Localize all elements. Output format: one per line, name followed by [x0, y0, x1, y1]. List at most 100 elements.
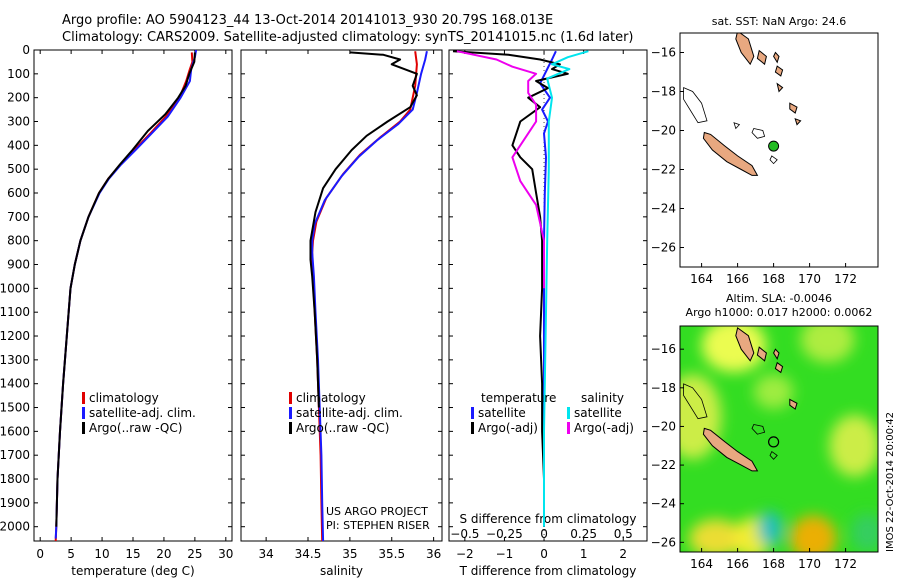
sst_map-island — [756, 49, 767, 66]
sla_map-reef-outline — [751, 424, 766, 435]
temperature-xlabel: temperature (deg C) — [71, 564, 194, 578]
depth-tick-label: 500 — [7, 162, 30, 176]
depth-tick-label: 700 — [7, 210, 30, 224]
sla_map-ytick-label: −24 — [651, 497, 676, 511]
sla_map-ytick-label: −22 — [651, 458, 676, 472]
sla_map-anomaly-blob — [829, 414, 878, 477]
sst_map-xtick-label: 170 — [798, 272, 821, 286]
depth-tick-label: 900 — [7, 258, 30, 272]
sla_map-island — [702, 427, 759, 472]
sst_map-island — [735, 33, 755, 66]
credit-line-2: PI: STEPHEN RISER — [326, 519, 430, 532]
depth-tick-label: 200 — [7, 91, 30, 105]
sla_map-reef-outline — [769, 450, 778, 460]
sla_map-anomaly-blob — [800, 326, 855, 363]
depth-tick-label: 0 — [22, 43, 30, 57]
salinity-profile-chart: 34 34.5 35 35.5 36 salinity climatologysatelli… — [240, 49, 443, 578]
temperature-legend-swatch — [82, 407, 85, 419]
temperature-xtick-label: 20 — [156, 547, 171, 561]
float-marker — [768, 140, 780, 152]
depth-tick-label: 1000 — [0, 281, 30, 295]
sla_map-island — [774, 361, 784, 374]
legend-temperature-label: satellite — [478, 406, 526, 420]
sst_map-ytick-label: −20 — [651, 124, 676, 138]
depth-tick-label: 1900 — [0, 496, 30, 510]
salinity-xtick-label: 34.5 — [295, 547, 322, 561]
sst_map-island — [776, 82, 784, 93]
depth-tick-label: 1600 — [0, 424, 30, 438]
legend-temperature-swatch — [471, 407, 474, 419]
legend-salinity-label: Argo(-adj) — [574, 421, 634, 435]
salinity-frame — [240, 49, 443, 542]
depth-tick-label: 1400 — [0, 377, 30, 391]
sst_map-island — [794, 117, 802, 126]
differences-xlabel: T difference from climatology — [459, 564, 637, 578]
depth-tick-label: 1700 — [0, 448, 30, 462]
salinity-legend-label: satellite-adj. clim. — [296, 406, 403, 420]
sla_map-xtick-label: 164 — [690, 557, 713, 571]
sdiff-tick-label: −0.5 — [450, 527, 479, 541]
sst_map-xtick-label: 164 — [690, 272, 713, 286]
sla_map-island — [789, 398, 798, 410]
temperature-xtick-label: 15 — [125, 547, 140, 561]
sla_map-anomaly-blob — [757, 511, 783, 547]
legend-salinity-swatch — [567, 407, 570, 419]
sla_map-xtick-label: 170 — [798, 557, 821, 571]
sla-map: 164 166 168 170 172 −16 −18 −20 −22 −24 −26 Altim. … — [651, 292, 879, 571]
legend-temperature-label: Argo(-adj) — [478, 421, 538, 435]
temperature-legend-label: climatology — [89, 391, 159, 405]
differences-xtick-label: −2 — [456, 547, 474, 561]
depth-tick-label: 300 — [7, 115, 30, 129]
sst_map-reef-outline — [683, 86, 708, 124]
sla_map-subtitle: Argo h1000: 0.017 h2000: 0.0062 — [686, 306, 873, 319]
differences-xtick-label: 0 — [540, 547, 548, 561]
sla_map-anomaly-blob — [789, 515, 837, 552]
sla_map-xtick-label: 172 — [834, 557, 857, 571]
depth-tick-label: 800 — [7, 234, 30, 248]
credit-line-1: US ARGO PROJECT — [326, 505, 428, 518]
sla_map-island — [735, 327, 755, 362]
salinity-series-argo-raw-qc- — [309, 51, 418, 408]
depth-tick-label: 2000 — [0, 520, 30, 534]
sdiff-tick-label: 0.5 — [614, 527, 633, 541]
temperature-xtick-label: 25 — [187, 547, 202, 561]
sla_map-frame — [679, 325, 879, 553]
difference-profile-chart: −2 −1 0 1 2 T difference from climatology −0.5… — [448, 49, 648, 578]
salinity-xtick-label: 35 — [342, 547, 357, 561]
temperature-legend-swatch — [82, 392, 85, 404]
sla_map-anomaly-blob — [753, 374, 794, 410]
differences-series-salinity-satellite — [543, 50, 589, 527]
depth-tick-label: 100 — [7, 67, 30, 81]
sla_map-content — [680, 326, 878, 552]
legend-salinity-label: satellite — [574, 406, 622, 420]
depth-tick-label: 600 — [7, 186, 30, 200]
sst_map-frame — [679, 32, 879, 268]
sst_map-xtick-label: 172 — [834, 272, 857, 286]
temperature-xtick-label: 30 — [218, 547, 233, 561]
salinity-xtick-label: 35.5 — [378, 547, 405, 561]
sla_map-reef-outline — [683, 383, 708, 420]
sla_map-ytick-label: −20 — [651, 419, 676, 433]
header-line-1: Argo profile: AO 5904123_44 13-Oct-2014 … — [62, 13, 553, 28]
legend-temperature-swatch — [471, 422, 474, 434]
sla_map-anomaly-blob — [689, 519, 743, 552]
sdiff-tick-label: 0.25 — [570, 527, 597, 541]
salinity-legend-swatch — [289, 407, 292, 419]
legend-temperature-header: temperature — [481, 391, 556, 405]
sla_map-anomaly-blob — [851, 513, 878, 552]
depth-tick-label: 1800 — [0, 472, 30, 486]
sst_map-xtick-label: 168 — [762, 272, 785, 286]
sla_map-xtick-label: 168 — [762, 557, 785, 571]
salinity-xlabel: salinity — [320, 564, 363, 578]
timestamp-stamp: IMOS 22-Oct-2014 20:00:42 — [885, 412, 896, 552]
salinity-legend-swatch — [289, 392, 292, 404]
sst_map-island — [773, 51, 780, 64]
sdiff-axis-label: S difference from climatology — [460, 512, 637, 526]
sla_map-ytick-label: −26 — [651, 535, 676, 549]
temperature-profile-chart: 0100200300400500600700800900100011001200… — [0, 43, 233, 578]
legend-salinity-header: salinity — [581, 391, 624, 405]
temperature-legend-label: satellite-adj. clim. — [89, 406, 196, 420]
sla_map-ytick-label: −16 — [651, 342, 676, 356]
sla_map-title: Altim. SLA: -0.0046 — [726, 292, 832, 305]
